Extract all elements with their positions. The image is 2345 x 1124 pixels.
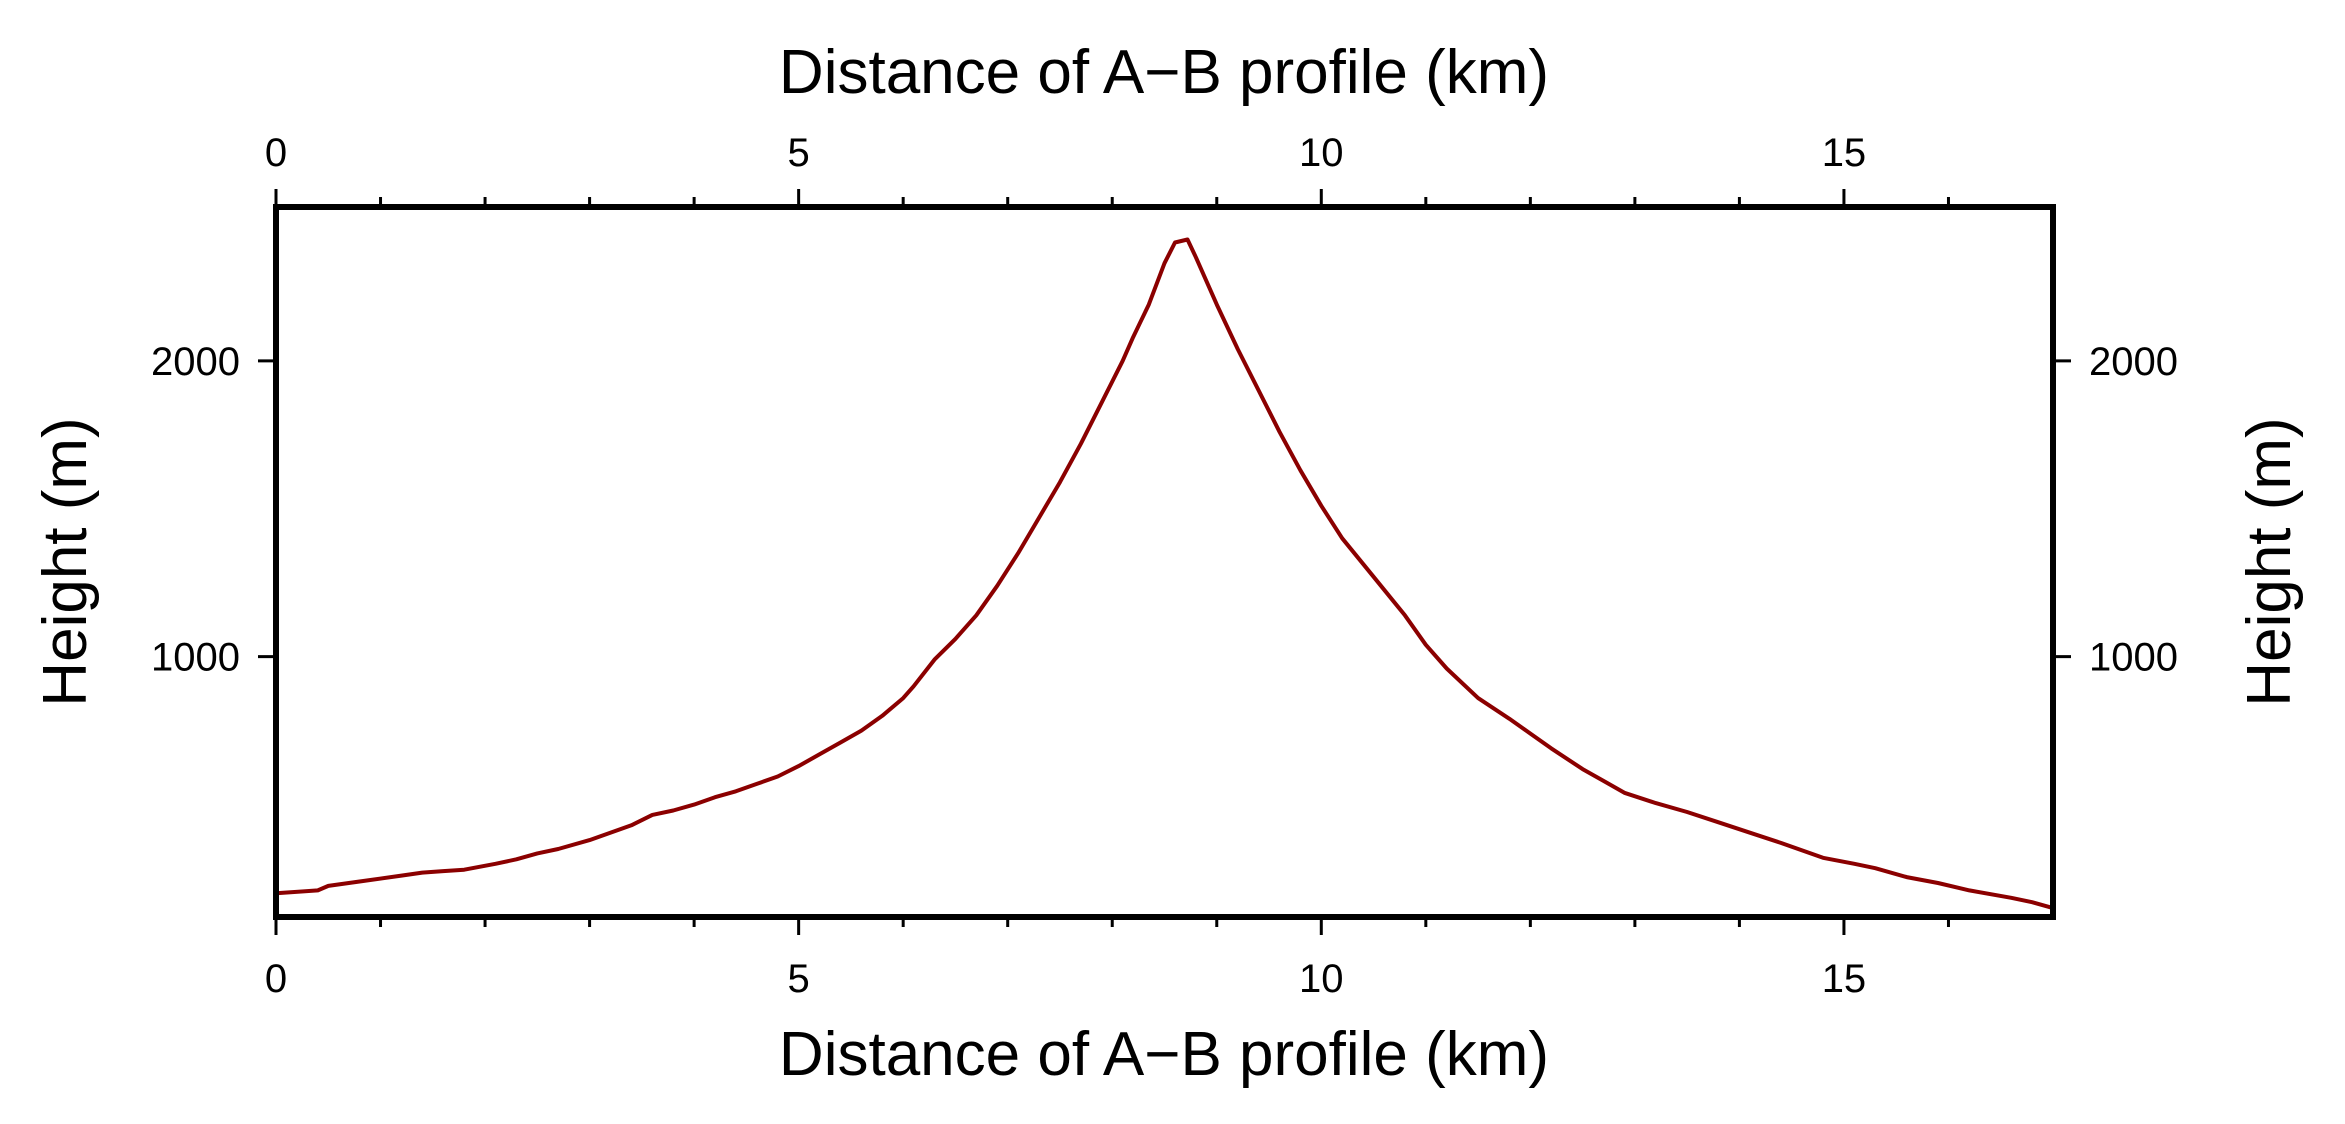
x-tick-label-bottom: 15	[1822, 957, 1867, 1001]
x-tick-label-top: 10	[1299, 131, 1344, 175]
y-axis-title-left: Height (m)	[31, 417, 100, 706]
x-axis-title-top: Distance of A−B profile (km)	[779, 38, 1549, 107]
y-tick-label-right: 1000	[2089, 636, 2178, 680]
x-tick-label-top: 15	[1822, 131, 1867, 175]
x-axis-title-bottom: Distance of A−B profile (km)	[779, 1020, 1549, 1089]
x-tick-label-top: 0	[265, 131, 287, 175]
y-axis-title-right: Height (m)	[2235, 417, 2304, 706]
y-tick-label-left: 1000	[151, 636, 240, 680]
tick-marks	[258, 189, 2071, 935]
plot-frame	[273, 204, 2056, 920]
x-tick-label-top: 5	[788, 131, 810, 175]
x-tick-label-bottom: 5	[788, 957, 810, 1001]
tick-labels: 0 0 5 5 10 10 15 15 1000 1000 2000 2000	[151, 131, 2178, 1001]
x-tick-label-bottom: 10	[1299, 957, 1344, 1001]
y-tick-label-left: 2000	[151, 340, 240, 384]
height-profile-line	[274, 237, 2055, 911]
x-tick-label-bottom: 0	[265, 957, 287, 1001]
y-tick-label-right: 2000	[2089, 340, 2178, 384]
